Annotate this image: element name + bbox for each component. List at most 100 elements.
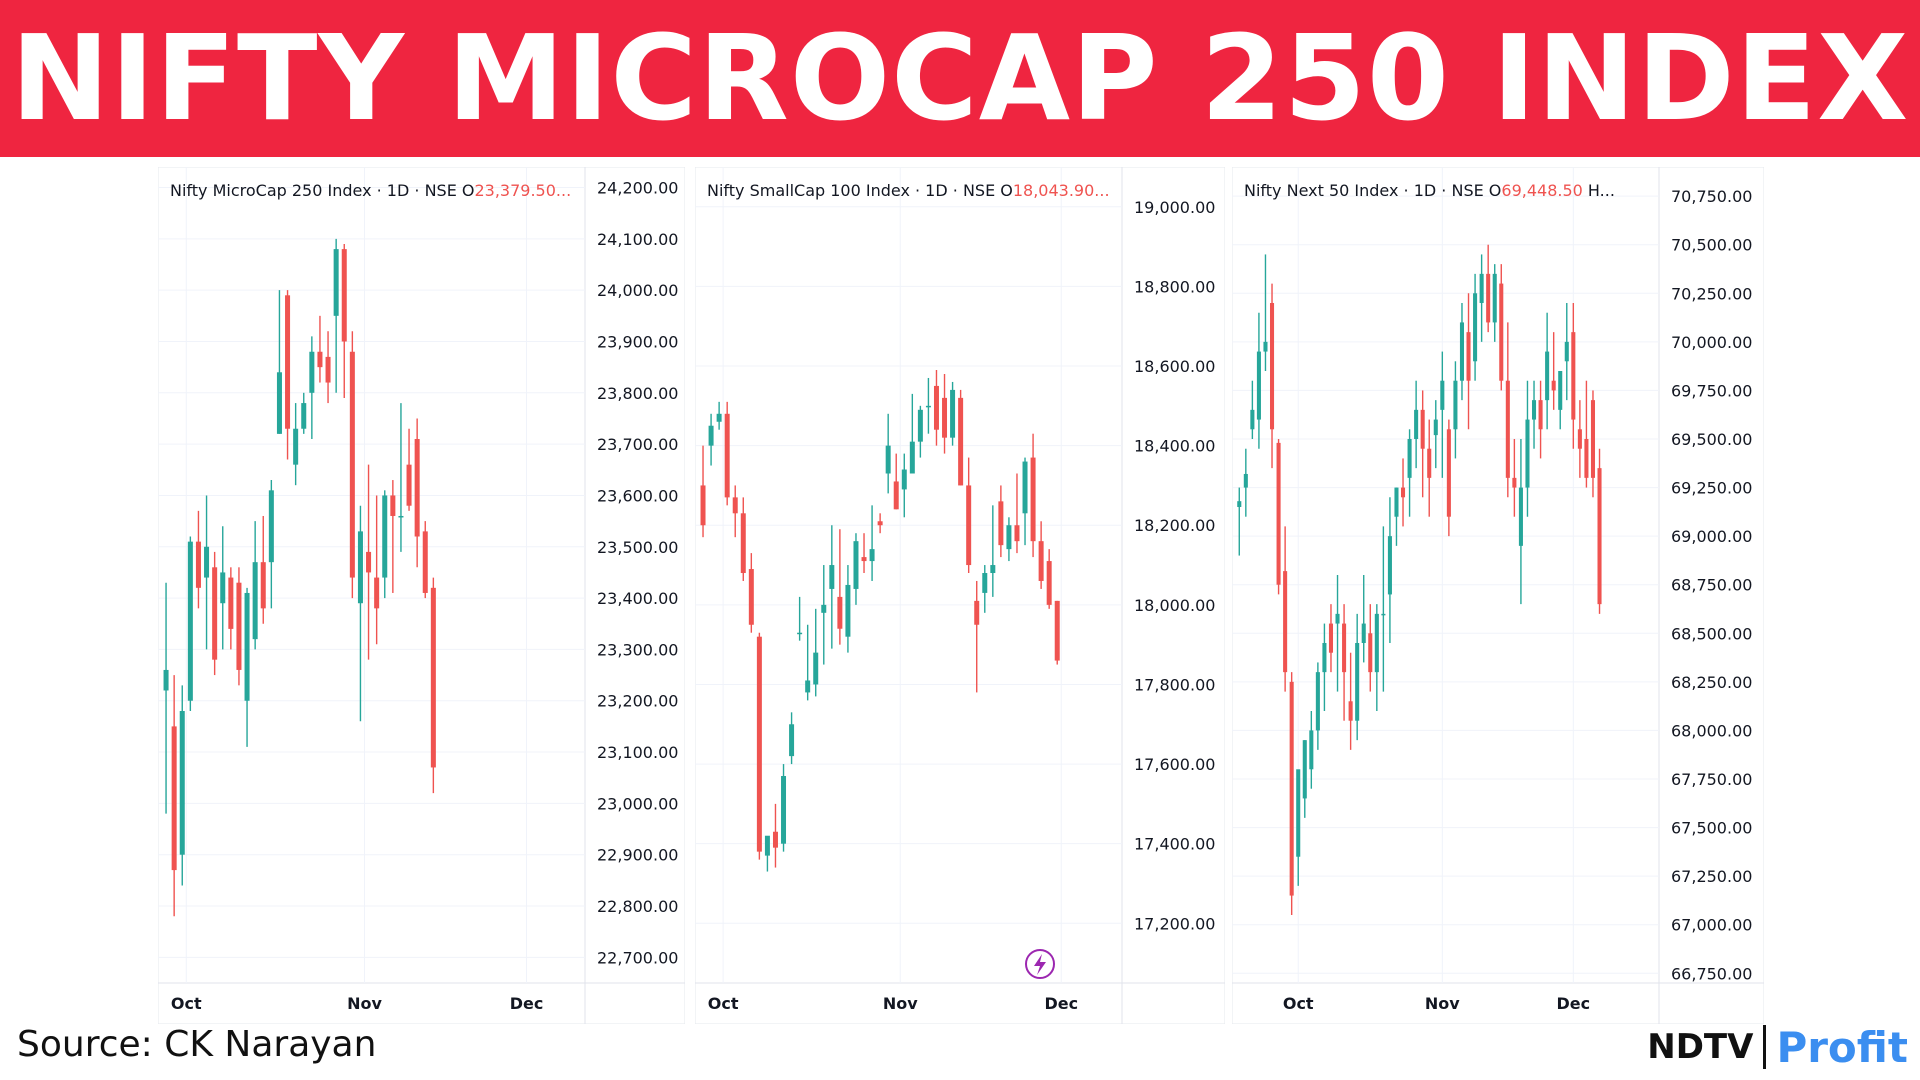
candle[interactable] bbox=[1276, 439, 1281, 595]
candle[interactable] bbox=[1348, 652, 1353, 750]
candle[interactable] bbox=[1368, 604, 1373, 692]
candle[interactable] bbox=[1512, 439, 1517, 517]
candle[interactable] bbox=[1361, 575, 1366, 663]
candle[interactable] bbox=[1030, 433, 1036, 558]
candle[interactable] bbox=[1315, 662, 1320, 750]
candle[interactable] bbox=[1256, 312, 1261, 449]
candle[interactable] bbox=[1420, 390, 1425, 498]
candle[interactable] bbox=[1551, 332, 1556, 410]
candle[interactable] bbox=[1022, 457, 1028, 546]
candle[interactable] bbox=[1531, 380, 1537, 449]
candle[interactable] bbox=[1269, 283, 1275, 469]
candle[interactable] bbox=[942, 373, 948, 454]
candle[interactable] bbox=[1597, 448, 1602, 614]
candle[interactable] bbox=[1046, 549, 1052, 609]
chart-panel-next50[interactable]: 70,750.00 70,500.00 70,250.00 70,000.00 69,7… bbox=[1232, 167, 1764, 1024]
candle[interactable] bbox=[390, 480, 396, 593]
candle[interactable] bbox=[228, 567, 234, 650]
candle[interactable] bbox=[1486, 244, 1491, 333]
candlestick-chart-microcap[interactable]: 24,200.00 24,100.00 24,000.00 23,900.00 23,8… bbox=[158, 167, 685, 1024]
candle[interactable] bbox=[430, 577, 436, 794]
lightning-icon[interactable] bbox=[1025, 949, 1055, 979]
candle[interactable] bbox=[1538, 380, 1543, 459]
candle[interactable] bbox=[163, 582, 169, 814]
candle[interactable] bbox=[781, 764, 787, 852]
candle[interactable] bbox=[853, 533, 859, 605]
candle[interactable] bbox=[1571, 303, 1576, 449]
candle[interactable] bbox=[187, 536, 193, 711]
candle[interactable] bbox=[1335, 575, 1340, 692]
candle[interactable] bbox=[1414, 380, 1419, 469]
candle[interactable] bbox=[1473, 273, 1478, 381]
candle[interactable] bbox=[1459, 303, 1465, 401]
candle[interactable] bbox=[1309, 711, 1314, 789]
candle[interactable] bbox=[268, 480, 274, 609]
candle[interactable] bbox=[877, 513, 883, 534]
candle[interactable] bbox=[252, 521, 258, 650]
candle[interactable] bbox=[1584, 380, 1589, 488]
candle[interactable] bbox=[990, 505, 996, 597]
candle[interactable] bbox=[1499, 264, 1504, 391]
candle[interactable] bbox=[764, 835, 770, 872]
candle[interactable] bbox=[1590, 390, 1596, 498]
candle[interactable] bbox=[958, 389, 964, 486]
candle[interactable] bbox=[1525, 380, 1530, 517]
candle[interactable] bbox=[1427, 419, 1432, 517]
candle[interactable] bbox=[708, 413, 714, 466]
candle[interactable] bbox=[1381, 526, 1386, 692]
candle[interactable] bbox=[1355, 613, 1360, 741]
candle[interactable] bbox=[1283, 526, 1288, 692]
candle[interactable] bbox=[1342, 604, 1347, 721]
candle[interactable] bbox=[195, 510, 201, 609]
candle[interactable] bbox=[1407, 429, 1412, 517]
candle[interactable] bbox=[1302, 740, 1307, 818]
candle[interactable] bbox=[885, 413, 891, 494]
candle[interactable] bbox=[1505, 322, 1510, 498]
candle[interactable] bbox=[374, 495, 380, 645]
candle[interactable] bbox=[382, 490, 388, 599]
candle[interactable] bbox=[1492, 264, 1497, 342]
candle[interactable] bbox=[1296, 769, 1301, 886]
candle[interactable] bbox=[1054, 600, 1060, 665]
candle[interactable] bbox=[406, 428, 412, 511]
candle[interactable] bbox=[974, 580, 980, 693]
candle[interactable] bbox=[821, 565, 827, 665]
candle[interactable] bbox=[1518, 439, 1523, 605]
candle[interactable] bbox=[700, 445, 706, 538]
candle[interactable] bbox=[813, 608, 819, 697]
candle[interactable] bbox=[1243, 448, 1248, 517]
candle[interactable] bbox=[1387, 497, 1392, 643]
candle[interactable] bbox=[966, 457, 972, 574]
candle[interactable] bbox=[260, 515, 266, 624]
candle[interactable] bbox=[845, 565, 851, 653]
candle[interactable] bbox=[276, 290, 282, 434]
candle[interactable] bbox=[1014, 473, 1020, 554]
candle[interactable] bbox=[366, 464, 372, 660]
candle[interactable] bbox=[244, 587, 250, 747]
candle[interactable] bbox=[1440, 351, 1445, 478]
candle[interactable] bbox=[349, 331, 355, 599]
candle[interactable] bbox=[1446, 419, 1451, 537]
candle[interactable] bbox=[398, 403, 404, 552]
candle[interactable] bbox=[917, 405, 923, 458]
candle[interactable] bbox=[1038, 521, 1044, 589]
candle[interactable] bbox=[772, 803, 778, 868]
candle[interactable] bbox=[933, 370, 939, 446]
candle[interactable] bbox=[909, 393, 915, 474]
candle[interactable] bbox=[1479, 254, 1484, 342]
candle[interactable] bbox=[1289, 672, 1294, 915]
candle[interactable] bbox=[748, 553, 754, 633]
candle[interactable] bbox=[422, 521, 428, 599]
candle[interactable] bbox=[341, 243, 347, 398]
candle[interactable] bbox=[1558, 371, 1563, 430]
candle[interactable] bbox=[829, 525, 835, 649]
candle[interactable] bbox=[1006, 517, 1012, 562]
candle[interactable] bbox=[317, 315, 323, 383]
candle[interactable] bbox=[861, 533, 867, 574]
candle[interactable] bbox=[789, 712, 795, 765]
candle[interactable] bbox=[285, 290, 291, 460]
candle[interactable] bbox=[1322, 623, 1327, 711]
chart-panel-smallcap[interactable]: 19,000.00 18,800.00 18,600.00 18,400.00 18,2… bbox=[695, 167, 1225, 1024]
candle[interactable] bbox=[171, 675, 177, 917]
candle[interactable] bbox=[756, 632, 762, 860]
